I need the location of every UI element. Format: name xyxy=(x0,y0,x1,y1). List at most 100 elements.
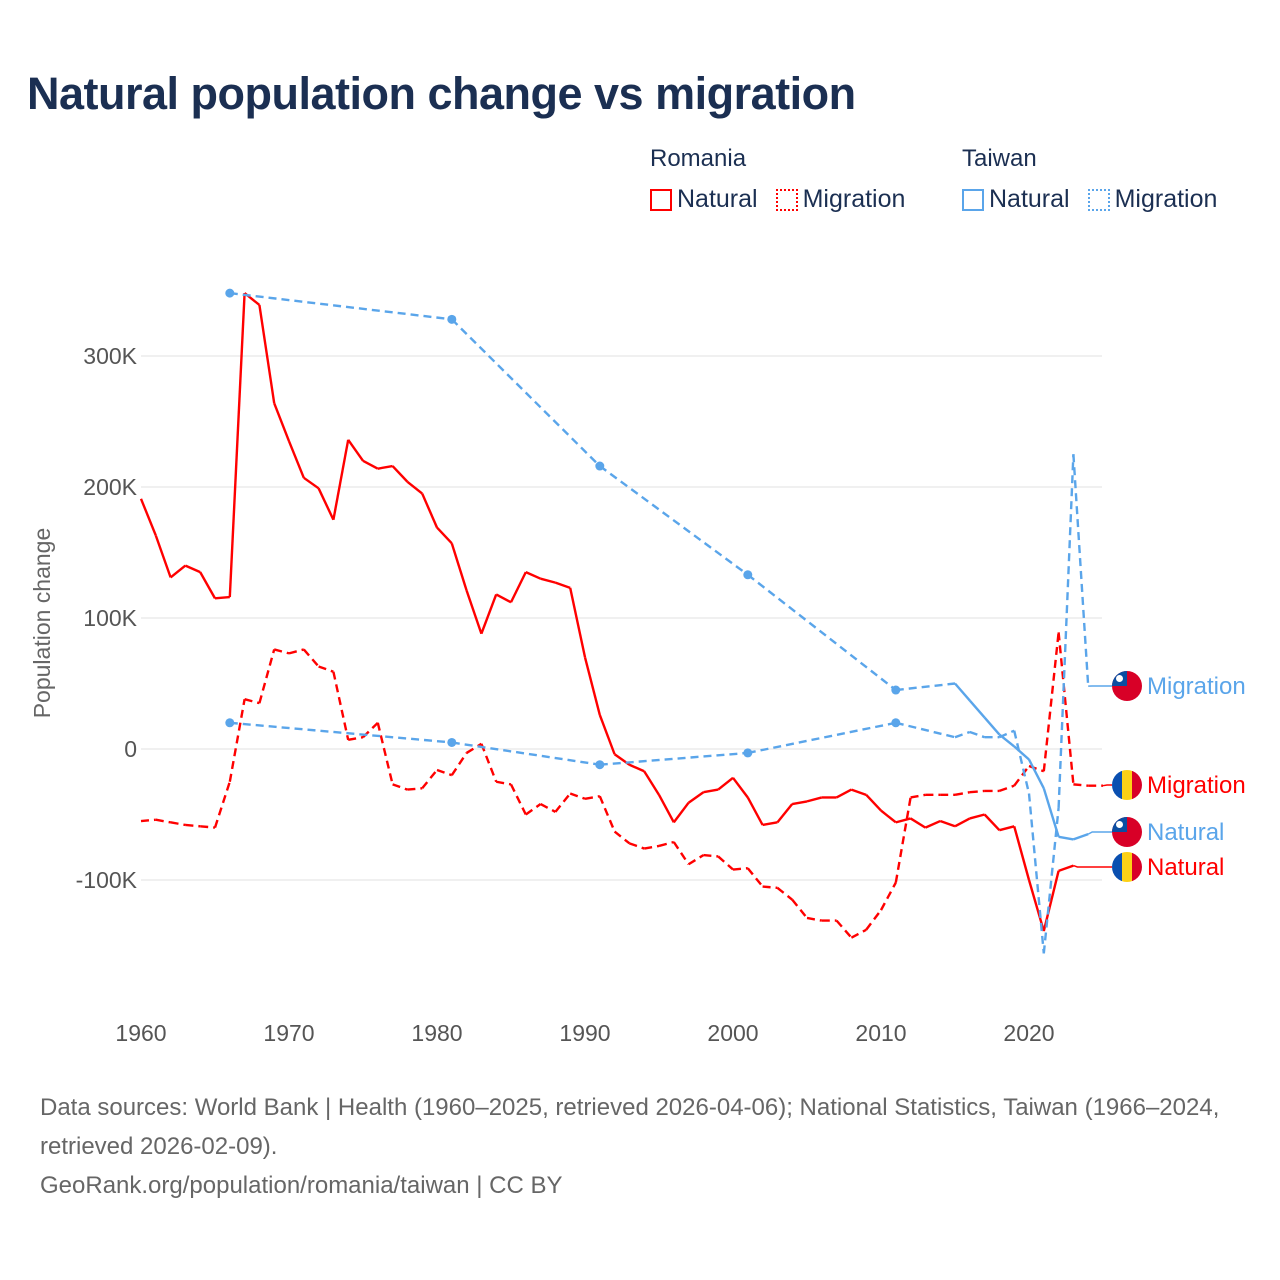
line-segment xyxy=(806,916,823,922)
solid-line-swatch xyxy=(650,188,672,211)
line-segment xyxy=(1027,879,1045,932)
line-segment xyxy=(835,919,853,939)
romania-flag-icon xyxy=(1112,770,1142,800)
x-tick-label: 1960 xyxy=(115,1020,166,1046)
data-point[interactable] xyxy=(891,718,901,728)
line-segment xyxy=(392,783,408,791)
line-segment xyxy=(762,885,778,890)
dotted-line-swatch xyxy=(1087,188,1110,211)
line-segment xyxy=(228,699,246,782)
line-segment xyxy=(894,797,912,883)
data-point[interactable] xyxy=(225,718,235,728)
line-segment xyxy=(643,844,660,850)
x-tick-label: 2010 xyxy=(855,1020,906,1046)
credit-link[interactable]: GeoRank.org/population/romania/taiwan | … xyxy=(40,1172,563,1199)
line-segment xyxy=(213,781,231,828)
line-segment xyxy=(362,459,379,470)
line-segment xyxy=(406,480,423,495)
taiwan-flag-icon xyxy=(1112,817,1142,847)
line-segment xyxy=(569,587,587,658)
data-point[interactable] xyxy=(447,314,457,324)
line-segment xyxy=(954,817,971,828)
legend-item-taiwan-natural[interactable]: Natural xyxy=(962,185,1070,214)
line-segment xyxy=(154,535,172,578)
line-segment xyxy=(998,729,1015,739)
line-segment xyxy=(391,465,409,483)
line-segment xyxy=(1013,825,1031,881)
line-segment xyxy=(421,769,438,790)
legend-item-romania-migration[interactable]: Migration xyxy=(775,185,905,214)
data-point[interactable] xyxy=(447,737,457,747)
line-segment xyxy=(347,736,364,742)
line-segment xyxy=(1013,745,1030,761)
taiwan-flag-icon xyxy=(1112,671,1142,701)
line-segment xyxy=(732,867,748,871)
line-segment xyxy=(465,742,483,754)
legend-item-taiwan-migration[interactable]: Migration xyxy=(1087,185,1218,214)
line-segment xyxy=(776,803,794,824)
line-segment xyxy=(969,813,985,820)
legend-item-romania-natural[interactable]: Natural xyxy=(650,185,758,214)
line-segment xyxy=(1042,632,1060,772)
line-segment xyxy=(1027,793,1045,954)
line-segment xyxy=(584,794,601,800)
line-segment xyxy=(525,803,542,816)
data-point[interactable] xyxy=(595,760,605,770)
line-segment xyxy=(185,823,201,828)
line-segment xyxy=(139,498,157,536)
data-point[interactable] xyxy=(595,461,605,471)
x-tick-label: 1980 xyxy=(411,1020,462,1046)
chart-title: Natural population change vs migration xyxy=(27,68,856,119)
line-segment xyxy=(214,595,230,600)
legend-group-name: Romania xyxy=(650,145,747,172)
legend-label: Migration xyxy=(1114,185,1218,213)
line-segment xyxy=(598,795,616,832)
line-segment xyxy=(554,581,571,590)
line-segment xyxy=(628,763,645,773)
line-segment xyxy=(746,867,764,888)
line-segment xyxy=(969,789,985,794)
y-tick-label: 200K xyxy=(83,474,137,500)
line-segment xyxy=(983,716,1001,736)
line-segment xyxy=(939,819,956,828)
line-segment xyxy=(1027,758,1045,789)
line-segment xyxy=(703,853,719,858)
line-segment xyxy=(228,293,246,598)
line-segment xyxy=(687,854,705,866)
line-segment xyxy=(303,476,320,490)
line-segment xyxy=(1058,835,1074,841)
legend-group-romania: Romania Natural Migration xyxy=(650,145,905,214)
line-segment xyxy=(717,855,734,871)
line-segment xyxy=(1057,454,1075,809)
series-romania-natural xyxy=(139,292,1074,932)
data-point[interactable] xyxy=(743,748,753,758)
line-segment xyxy=(968,699,986,719)
gridlines xyxy=(141,355,1102,881)
line-segment xyxy=(983,813,1001,832)
line-segment xyxy=(895,817,911,824)
line-segment xyxy=(258,304,276,404)
line-segment xyxy=(377,464,393,470)
line-segment xyxy=(791,898,808,919)
line-segment xyxy=(909,817,927,829)
data-point[interactable] xyxy=(743,570,753,580)
y-tick-label: -100K xyxy=(76,867,138,893)
series-lines xyxy=(139,288,1103,954)
line-segment xyxy=(776,886,793,901)
line-chart: -100K 0 100K 200K 300K 1960 1970 1980 1990 2000 20… xyxy=(29,288,1246,1046)
line-segment xyxy=(155,818,171,824)
end-label: Natural xyxy=(1147,854,1224,881)
line-segment xyxy=(599,465,749,576)
line-segment xyxy=(895,721,956,739)
label-connector xyxy=(1102,784,1112,787)
line-segment xyxy=(244,698,260,705)
line-segment xyxy=(969,730,986,739)
label-connector xyxy=(1087,831,1112,835)
data-point[interactable] xyxy=(225,288,235,298)
line-segment xyxy=(317,487,335,521)
data-point[interactable] xyxy=(891,685,901,695)
line-segment xyxy=(169,564,187,579)
romania-flag-icon xyxy=(1112,852,1142,882)
line-segment xyxy=(451,741,600,766)
line-segment xyxy=(658,840,675,848)
